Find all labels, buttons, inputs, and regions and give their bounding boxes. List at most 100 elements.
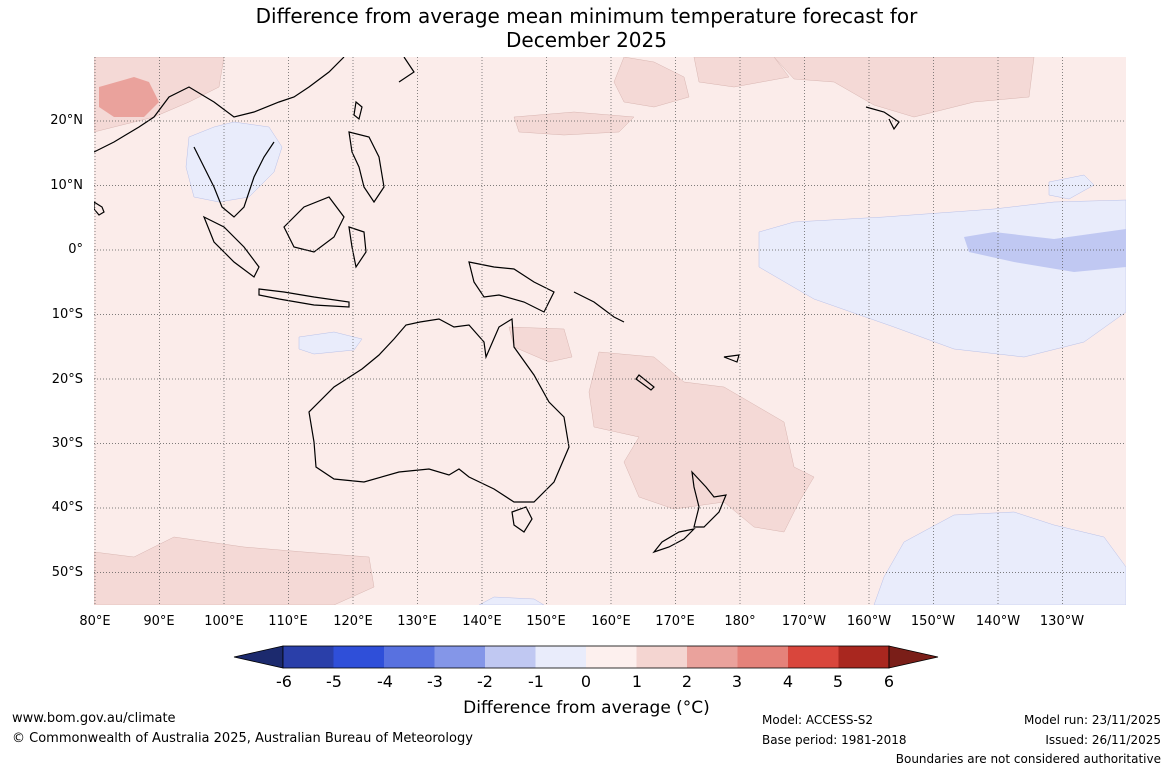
map-canvas <box>94 57 1126 605</box>
title-line-2: December 2025 <box>506 28 667 52</box>
coastline-australia <box>308 317 570 503</box>
lat-label-20s: 20°S <box>51 372 83 387</box>
colorbar-tick-3: 3 <box>731 672 743 691</box>
colorbar-tick--2: -2 <box>477 672 493 691</box>
warm-region-india-north <box>99 77 159 117</box>
colorbar-tick--1: -1 <box>528 672 544 691</box>
footer-disclaimer: Boundaries are not considered authoritat… <box>895 752 1161 766</box>
coastline-solomons <box>573 291 625 323</box>
footer-copyright: © Commonwealth of Australia 2025, Austra… <box>12 731 473 746</box>
lon-label-170e: 170°E <box>655 614 695 629</box>
warm-region-north-pacific-b <box>693 57 790 88</box>
footer-model: Model: ACCESS-S2 <box>762 713 874 727</box>
anomaly-warm-regions <box>94 57 1035 605</box>
colorbar-bin <box>737 646 788 668</box>
forecast-map <box>94 57 1126 605</box>
colorbar-bin <box>333 646 384 668</box>
lon-label-150e: 150°E <box>526 614 566 629</box>
coastline-asia-mainland <box>94 57 345 218</box>
lat-label-50s: 50°S <box>51 565 83 580</box>
colorbar-tick--3: -3 <box>427 672 443 691</box>
footer-website: www.bom.gov.au/climate <box>12 711 176 726</box>
footer-issued: Issued: 26/11/2025 <box>1045 733 1161 747</box>
colorbar-bin <box>485 646 536 668</box>
warm-region-tasman <box>588 351 815 533</box>
colorbar-bin <box>434 646 485 668</box>
lon-label-130e: 130°E <box>397 614 437 629</box>
colorbar-tick--5: -5 <box>326 672 342 691</box>
colorbar-tick-2: 2 <box>681 672 693 691</box>
coastline-sumatra <box>202 215 260 278</box>
coastline-sulawesi <box>348 226 367 269</box>
colorbar-bin <box>535 646 586 668</box>
warm-region-hawaii <box>773 57 1035 118</box>
lon-label-110e: 110°E <box>268 614 308 629</box>
chart-title: Difference from average mean minimum tem… <box>0 4 1173 52</box>
colorbar-bin <box>687 646 738 668</box>
colorbar-tick-1: 1 <box>631 672 643 691</box>
cool-region-indochina <box>185 121 283 203</box>
colorbar-tick-0: 0 <box>580 672 592 691</box>
coastline-japan-south <box>398 57 415 83</box>
lat-label-40s: 40°S <box>51 500 83 515</box>
colorbar-bin <box>788 646 839 668</box>
title-line-1: Difference from average mean minimum tem… <box>255 4 918 28</box>
colorbar-above-max-arrow <box>888 645 939 669</box>
colorbar-below-min-arrow <box>233 645 284 669</box>
colorbar-bin <box>586 646 637 668</box>
cool-region-indian-ocean <box>298 331 363 355</box>
lon-label-180: 180° <box>724 614 756 629</box>
colorbar-title: Difference from average (°C) <box>463 698 710 718</box>
lat-label-30s: 30°S <box>51 436 83 451</box>
warm-region-north-pacific-a <box>613 57 690 108</box>
coastline-new-zealand-south <box>652 528 696 554</box>
lon-label-160e: 160°E <box>591 614 631 629</box>
longitude-gridlines <box>94 57 1063 605</box>
warm-region-philippine-sea <box>513 111 635 136</box>
lat-label-20n: 20°N <box>50 113 83 128</box>
latitude-gridlines <box>94 120 1126 573</box>
lon-label-130w: 130°W <box>1039 614 1085 629</box>
coastline-new-guinea <box>468 261 555 313</box>
coastline-hawaii <box>865 106 900 131</box>
lon-label-120e: 120°E <box>333 614 373 629</box>
lat-label-10n: 10°N <box>50 178 83 193</box>
coastline-fiji <box>723 354 740 363</box>
coastline-borneo <box>283 196 345 253</box>
colorbar-tick-6: 6 <box>883 672 895 691</box>
anomaly-cool-regions <box>185 121 1126 605</box>
lon-label-100e: 100°E <box>204 614 244 629</box>
coastline-philippines <box>348 131 385 204</box>
cool-region-south-tasman <box>478 596 545 605</box>
colorbar <box>233 645 939 669</box>
colorbar-bin <box>636 646 687 668</box>
lon-label-140e: 140°E <box>462 614 502 629</box>
colorbar-tick--6: -6 <box>276 672 292 691</box>
colorbar-tick-4: 4 <box>782 672 794 691</box>
lat-label-10s: 10°S <box>51 307 83 322</box>
lon-label-80e: 80°E <box>79 614 111 629</box>
footer-base-period: Base period: 1981-2018 <box>762 733 907 747</box>
colorbar-tick-5: 5 <box>832 672 844 691</box>
cool-region-southeast-pacific <box>873 511 1126 605</box>
cool-region-equatorial-pacific-core <box>964 229 1126 272</box>
coastline-new-zealand-north <box>691 470 727 528</box>
warm-region-southern-ocean <box>94 536 375 605</box>
colorbar-tick--4: -4 <box>377 672 393 691</box>
coastline-taiwan <box>353 100 363 121</box>
lon-label-150w: 150°W <box>910 614 956 629</box>
lon-label-160w: 160°W <box>846 614 892 629</box>
colorbar-bin <box>384 646 435 668</box>
lon-label-170w: 170°W <box>781 614 827 629</box>
colorbar-bin <box>838 646 889 668</box>
lat-label-equator: 0° <box>68 242 83 257</box>
colorbar-bins <box>282 645 890 669</box>
colorbar-bin <box>283 646 334 668</box>
lon-label-90e: 90°E <box>143 614 175 629</box>
cool-region-equatorial-pacific-north <box>1048 174 1095 200</box>
footer-model-run: Model run: 23/11/2025 <box>1023 713 1161 727</box>
coastline-sri-lanka <box>94 201 105 216</box>
coastline-java <box>258 288 350 308</box>
coastline-new-caledonia <box>635 374 655 391</box>
lon-label-140w: 140°W <box>975 614 1021 629</box>
